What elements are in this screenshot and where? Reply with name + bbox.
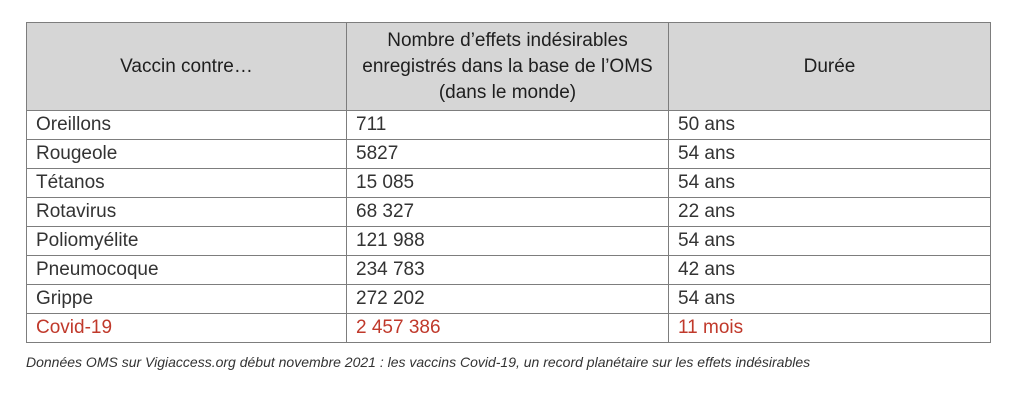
table-row: Tétanos 15 085 54 ans xyxy=(26,168,991,198)
cell-duration: 11 mois xyxy=(668,313,991,343)
header-duration: Durée xyxy=(668,22,991,111)
cell-duration: 54 ans xyxy=(668,168,991,198)
cell-vaccine: Grippe xyxy=(26,284,347,314)
table-caption: Données OMS sur Vigiaccess.org début nov… xyxy=(26,354,811,370)
cell-count: 711 xyxy=(346,110,669,140)
table-row: Rotavirus 68 327 22 ans xyxy=(26,197,991,227)
cell-duration: 50 ans xyxy=(668,110,991,140)
cell-count: 2 457 386 xyxy=(346,313,669,343)
cell-vaccine: Oreillons xyxy=(26,110,347,140)
header-vaccine: Vaccin contre… xyxy=(26,22,347,111)
cell-duration: 54 ans xyxy=(668,284,991,314)
cell-duration: 42 ans xyxy=(668,255,991,285)
vaccine-adverse-effects-table: Vaccin contre… Nombre d’effets indésirab… xyxy=(26,22,991,343)
cell-duration: 54 ans xyxy=(668,226,991,256)
table-row: Rougeole 5827 54 ans xyxy=(26,139,991,169)
cell-vaccine: Rougeole xyxy=(26,139,347,169)
cell-duration: 22 ans xyxy=(668,197,991,227)
cell-vaccine: Covid-19 xyxy=(26,313,347,343)
cell-count: 15 085 xyxy=(346,168,669,198)
table-row: Grippe 272 202 54 ans xyxy=(26,284,991,314)
table-row: Oreillons 711 50 ans xyxy=(26,110,991,140)
cell-count: 234 783 xyxy=(346,255,669,285)
cell-vaccine: Tétanos xyxy=(26,168,347,198)
vaccine-adverse-effects-table-container: Vaccin contre… Nombre d’effets indésirab… xyxy=(26,22,991,343)
cell-vaccine: Rotavirus xyxy=(26,197,347,227)
header-adverse-effects-count: Nombre d’effets indésirables enregistrés… xyxy=(346,22,669,111)
cell-vaccine: Pneumocoque xyxy=(26,255,347,285)
cell-duration: 54 ans xyxy=(668,139,991,169)
table-header-row: Vaccin contre… Nombre d’effets indésirab… xyxy=(26,22,991,111)
cell-count: 68 327 xyxy=(346,197,669,227)
table-row: Pneumocoque 234 783 42 ans xyxy=(26,255,991,285)
cell-vaccine: Poliomyélite xyxy=(26,226,347,256)
cell-count: 121 988 xyxy=(346,226,669,256)
cell-count: 272 202 xyxy=(346,284,669,314)
table-row: Poliomyélite 121 988 54 ans xyxy=(26,226,991,256)
table-row-highlighted: Covid-19 2 457 386 11 mois xyxy=(26,313,991,343)
cell-count: 5827 xyxy=(346,139,669,169)
